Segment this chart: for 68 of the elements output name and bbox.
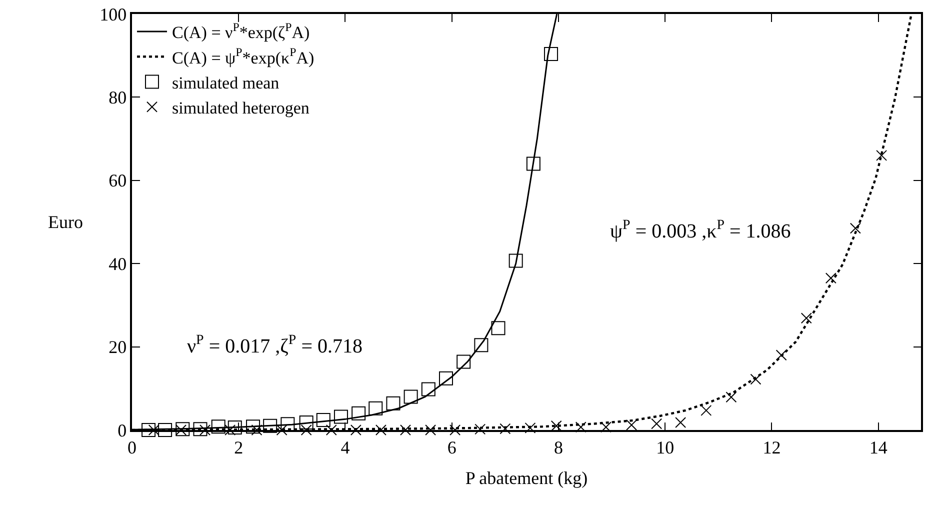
x-tick-label: 12: [762, 437, 781, 458]
point: [246, 420, 260, 434]
y-tick-label: 0: [118, 420, 127, 440]
point: [300, 424, 312, 436]
x-tick-label: 2: [234, 437, 244, 458]
legend-label: simulated heterogen: [172, 98, 310, 118]
y-axis-title: Euro: [48, 212, 83, 232]
x-tick-label: 6: [447, 437, 456, 458]
point: [404, 390, 418, 404]
x-tick-label: 10: [656, 437, 674, 458]
legend-label: C(A) = ν$^{P}$*exp(ζ$^{P}$A): [172, 20, 310, 42]
point: [700, 404, 712, 416]
point: [850, 222, 861, 234]
y-tick-label: 80: [108, 88, 127, 108]
point: [334, 410, 348, 424]
point: [211, 420, 226, 434]
point: [526, 156, 540, 171]
point: [368, 401, 383, 416]
y-tick-label: 40: [108, 254, 127, 274]
point: [456, 354, 471, 369]
point: [491, 321, 506, 336]
point: [375, 424, 386, 436]
point: [544, 46, 558, 61]
point: [425, 424, 436, 436]
point: [800, 312, 812, 324]
x-axis-title: P abatement (kg): [465, 468, 588, 488]
point: [750, 374, 762, 385]
point: [500, 423, 511, 434]
annotation: ψ$^{P}$ = 0.003 ,κ$^{P}$ = 1.086: [610, 218, 791, 242]
point: [158, 423, 172, 437]
point: [651, 418, 662, 430]
point: [450, 424, 461, 436]
point: [474, 338, 488, 352]
x-tick-label: 4: [340, 437, 350, 458]
x-tick-label: 14: [869, 437, 888, 458]
annotation: ν$^{P}$ = 0.017 ,ζ$^{P}$ = 0.718: [187, 333, 362, 358]
point: [600, 422, 612, 433]
point: [508, 254, 523, 268]
point: [280, 417, 295, 432]
point: [400, 424, 411, 436]
point: [675, 417, 686, 428]
point: [524, 422, 536, 434]
x-tick-label: 8: [554, 437, 563, 458]
y-tick-label: 60: [108, 170, 127, 191]
point: [352, 406, 366, 420]
y-tick-label: 100: [100, 4, 127, 24]
point: [776, 350, 787, 361]
point: [228, 420, 242, 434]
point: [474, 424, 486, 435]
legend-label: C(A) = ψ$^{P}$*exp(κ$^{P}$A): [172, 45, 314, 68]
point: [350, 424, 362, 436]
point: [626, 420, 638, 431]
point: [825, 272, 836, 284]
point: [193, 422, 208, 436]
point: [142, 423, 156, 437]
point: [299, 416, 314, 430]
point: [575, 422, 586, 433]
point: [421, 382, 436, 396]
point: [326, 424, 337, 436]
point: [386, 396, 400, 410]
point: [316, 413, 330, 428]
legend-label: simulated mean: [172, 73, 280, 92]
y-tick-label: 20: [108, 337, 127, 358]
point: [200, 424, 211, 436]
point: [439, 371, 453, 386]
point: [726, 392, 737, 403]
point: [263, 418, 278, 433]
point: [876, 150, 888, 161]
